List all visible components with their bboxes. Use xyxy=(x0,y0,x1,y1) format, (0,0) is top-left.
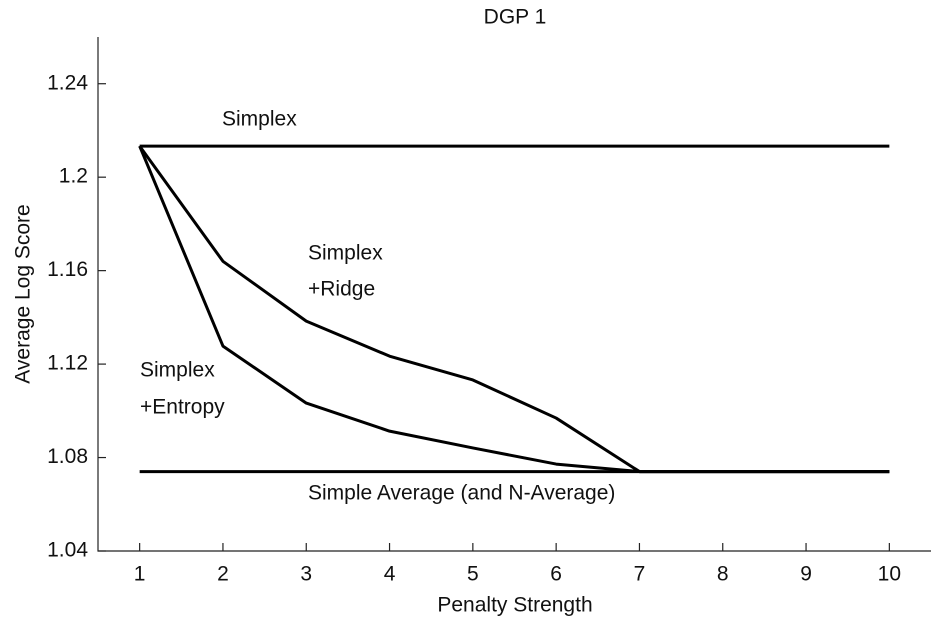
x-tick-label: 8 xyxy=(717,563,729,586)
series-line xyxy=(138,145,890,474)
chart-title: DGP 1 xyxy=(484,6,547,29)
y-tick-label: 1.24 xyxy=(47,71,88,94)
y-tick-label: 1.08 xyxy=(47,445,88,468)
y-tick-label: 1.04 xyxy=(47,539,88,562)
x-tick-label: 6 xyxy=(550,563,562,586)
annotation: Simplex xyxy=(140,359,215,382)
x-tick-label: 4 xyxy=(384,563,396,586)
x-tick-label: 5 xyxy=(467,563,479,586)
x-tick-label: 1 xyxy=(134,563,146,586)
x-tick-label: 7 xyxy=(634,563,646,586)
annotation: +Ridge xyxy=(308,278,375,301)
y-tick-label: 1.16 xyxy=(47,258,88,281)
annotation: Simplex xyxy=(222,108,297,131)
annotation: Simple Average (and N-Average) xyxy=(308,482,615,505)
x-tick-label: 3 xyxy=(300,563,312,586)
annotation: Simplex xyxy=(308,242,383,265)
y-tick-label: 1.12 xyxy=(47,352,88,375)
annotation: +Entropy xyxy=(140,396,225,419)
x-tick-label: 9 xyxy=(800,563,812,586)
series-line xyxy=(138,145,890,474)
y-axis-label: Average Log Score xyxy=(12,204,35,383)
x-axis-label: Penalty Strength xyxy=(437,594,592,617)
x-tick-label: 2 xyxy=(217,563,229,586)
y-tick-label: 1.2 xyxy=(59,165,88,188)
x-tick-label: 10 xyxy=(878,563,901,586)
